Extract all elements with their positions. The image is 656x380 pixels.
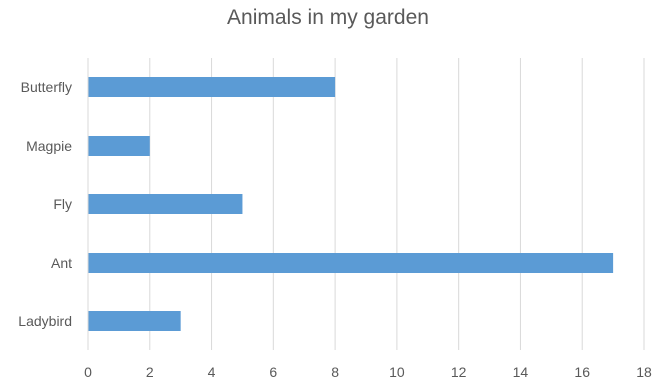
- bar: [88, 77, 336, 97]
- x-tick-label: 6: [269, 364, 277, 380]
- y-category-label: Fly: [53, 196, 72, 212]
- x-tick-label: 0: [84, 364, 92, 380]
- bar: [88, 311, 181, 331]
- bar: [88, 194, 243, 214]
- x-tick-label: 12: [451, 364, 467, 380]
- y-category-label: Magpie: [26, 138, 72, 154]
- x-tick-label: 2: [146, 364, 154, 380]
- bar: [88, 136, 150, 156]
- y-category-label: Ant: [51, 255, 72, 271]
- x-tick-label: 4: [208, 364, 216, 380]
- x-tick-label: 18: [636, 364, 652, 380]
- x-tick-label: 8: [331, 364, 339, 380]
- x-tick-label: 16: [574, 364, 590, 380]
- y-category-label: Ladybird: [18, 313, 72, 329]
- chart-title: Animals in my garden: [227, 6, 429, 29]
- x-tick-label: 10: [389, 364, 405, 380]
- bar: [88, 253, 614, 273]
- x-tick-label: 14: [513, 364, 529, 380]
- y-category-label: Butterfly: [21, 79, 72, 95]
